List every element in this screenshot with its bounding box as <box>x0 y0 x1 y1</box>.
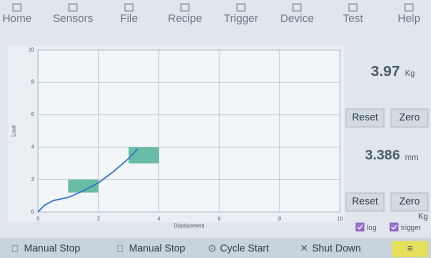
zero-label[interactable]: Zero <box>399 113 420 124</box>
x-tick-label: 6 <box>218 216 221 222</box>
checkbox-label[interactable]: trigger <box>401 225 422 232</box>
checkbox-label[interactable]: log <box>367 225 376 232</box>
menu-item[interactable]: File <box>120 13 138 25</box>
menu-item[interactable]: Home <box>2 13 31 25</box>
readout-value: 3.97 <box>371 63 400 80</box>
readout-unit: Kg <box>405 69 415 78</box>
x-tick-label: 10 <box>337 216 343 222</box>
reset-label[interactable]: Reset <box>352 197 378 208</box>
trigger-window <box>129 147 159 163</box>
menu-item[interactable]: Recipe <box>168 13 202 25</box>
button-icon: ⊙ <box>208 244 216 255</box>
screen: ≡ Home Sensors File Recipe Trigger Device Test… <box>0 0 431 258</box>
zero-label[interactable]: Zero <box>399 197 420 208</box>
checkbox[interactable] <box>390 223 398 231</box>
readout-unit: mm <box>405 153 419 162</box>
y-tick-label: 0 <box>31 209 34 215</box>
menu-item[interactable]: Test <box>343 13 363 25</box>
y-tick-label: 6 <box>31 112 34 118</box>
menu-icon: ≡ <box>407 244 413 255</box>
x-axis-label: Displacement <box>174 223 205 229</box>
y-axis-label: Load <box>11 125 17 136</box>
axis-unit: Kg <box>418 212 428 221</box>
checkbox[interactable] <box>356 223 364 231</box>
x-tick-label: 4 <box>157 216 160 222</box>
button-icon: □ <box>117 244 123 255</box>
x-tick-label: 0 <box>37 216 40 222</box>
readout-value: 3.386 <box>365 147 400 163</box>
y-tick-label: 8 <box>31 80 34 86</box>
button-icon: ✕ <box>300 244 308 255</box>
menu-item[interactable]: Help <box>398 13 421 25</box>
x-tick-label: 2 <box>97 216 100 222</box>
menu-item[interactable]: Trigger <box>224 13 259 25</box>
reset-label[interactable]: Reset <box>352 113 378 124</box>
y-tick-label: 4 <box>31 145 34 151</box>
bottom-button[interactable]: Cycle Start <box>220 244 269 255</box>
y-tick-label: 10 <box>28 47 34 53</box>
menu-item[interactable]: Device <box>280 13 314 25</box>
y-tick-label: 2 <box>31 177 34 183</box>
bottom-button[interactable]: Manual Stop <box>129 244 186 255</box>
button-icon: □ <box>12 244 18 255</box>
menu-item[interactable]: Sensors <box>53 13 94 25</box>
bottom-button[interactable]: Shut Down <box>312 244 361 255</box>
bottom-button[interactable]: Manual Stop <box>24 244 81 255</box>
x-tick-label: 8 <box>278 216 281 222</box>
